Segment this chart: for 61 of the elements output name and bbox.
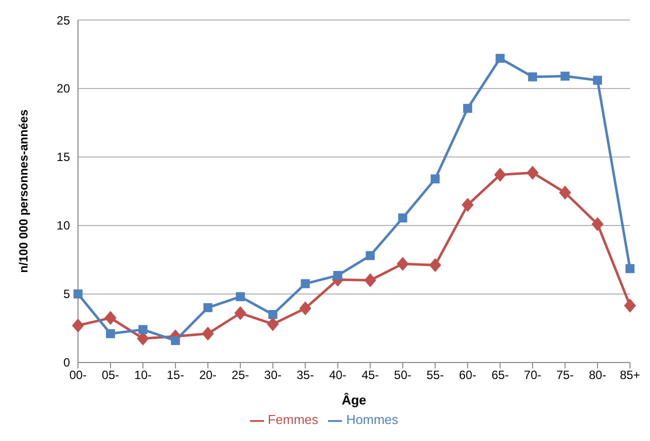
point <box>528 72 538 82</box>
point <box>396 256 409 271</box>
point <box>202 326 214 341</box>
x-tick-label: 20- <box>199 368 217 382</box>
y-tick-label: 10 <box>56 218 70 233</box>
x-tick-label: 65- <box>491 368 509 382</box>
x-axis-title: Âge <box>342 392 366 408</box>
y-tick-label: 15 <box>56 150 70 164</box>
x-tick-label: 35- <box>296 368 314 382</box>
point <box>626 264 634 274</box>
point <box>333 270 342 280</box>
y-tick-label: 0 <box>63 356 70 370</box>
point <box>624 298 636 313</box>
point <box>462 198 474 212</box>
x-tick-label: 05- <box>102 368 120 382</box>
point <box>560 72 570 81</box>
point <box>592 217 604 232</box>
x-tick-label: 75- <box>556 368 574 382</box>
point <box>106 329 115 338</box>
x-tick-label: 15- <box>166 368 184 382</box>
x-tick-label: 60- <box>458 368 476 382</box>
point <box>299 301 312 316</box>
point <box>203 303 212 312</box>
point <box>559 186 572 200</box>
point <box>398 213 408 222</box>
x-tick-label: 30- <box>264 368 282 382</box>
point <box>72 318 84 332</box>
point <box>496 54 505 63</box>
x-tick-label: 00- <box>69 368 87 382</box>
point <box>429 258 442 272</box>
y-tick-label: 25 <box>56 13 70 28</box>
point <box>366 251 375 260</box>
point <box>236 292 245 302</box>
x-tick-label: 10- <box>134 368 152 382</box>
point <box>494 168 506 182</box>
point <box>266 317 279 332</box>
point <box>74 289 82 298</box>
x-tick-label: 50- <box>394 368 412 382</box>
point <box>364 273 376 288</box>
point <box>593 76 602 85</box>
y-tick-label: 20 <box>56 82 70 96</box>
point <box>170 336 180 346</box>
x-tick-label: 85+ <box>620 368 640 382</box>
point <box>526 166 539 180</box>
y-axis-title: n/100 000 personnes-années <box>16 109 30 273</box>
legend-label: Femmes <box>268 412 318 428</box>
x-tick-label: 45- <box>362 368 379 382</box>
point <box>138 325 148 334</box>
point <box>300 279 310 288</box>
x-tick-label: 55- <box>426 368 444 382</box>
point <box>234 306 246 320</box>
point <box>430 174 440 184</box>
point <box>463 104 472 113</box>
legend-label: Hommes <box>346 412 398 428</box>
point <box>268 310 278 319</box>
x-tick-label: 25- <box>232 368 250 382</box>
y-tick-label: 5 <box>63 287 70 302</box>
x-tick-label: 70- <box>524 368 542 382</box>
x-tick-label: 40- <box>329 368 346 382</box>
point <box>104 310 116 325</box>
x-tick-label: 80- <box>588 368 606 382</box>
